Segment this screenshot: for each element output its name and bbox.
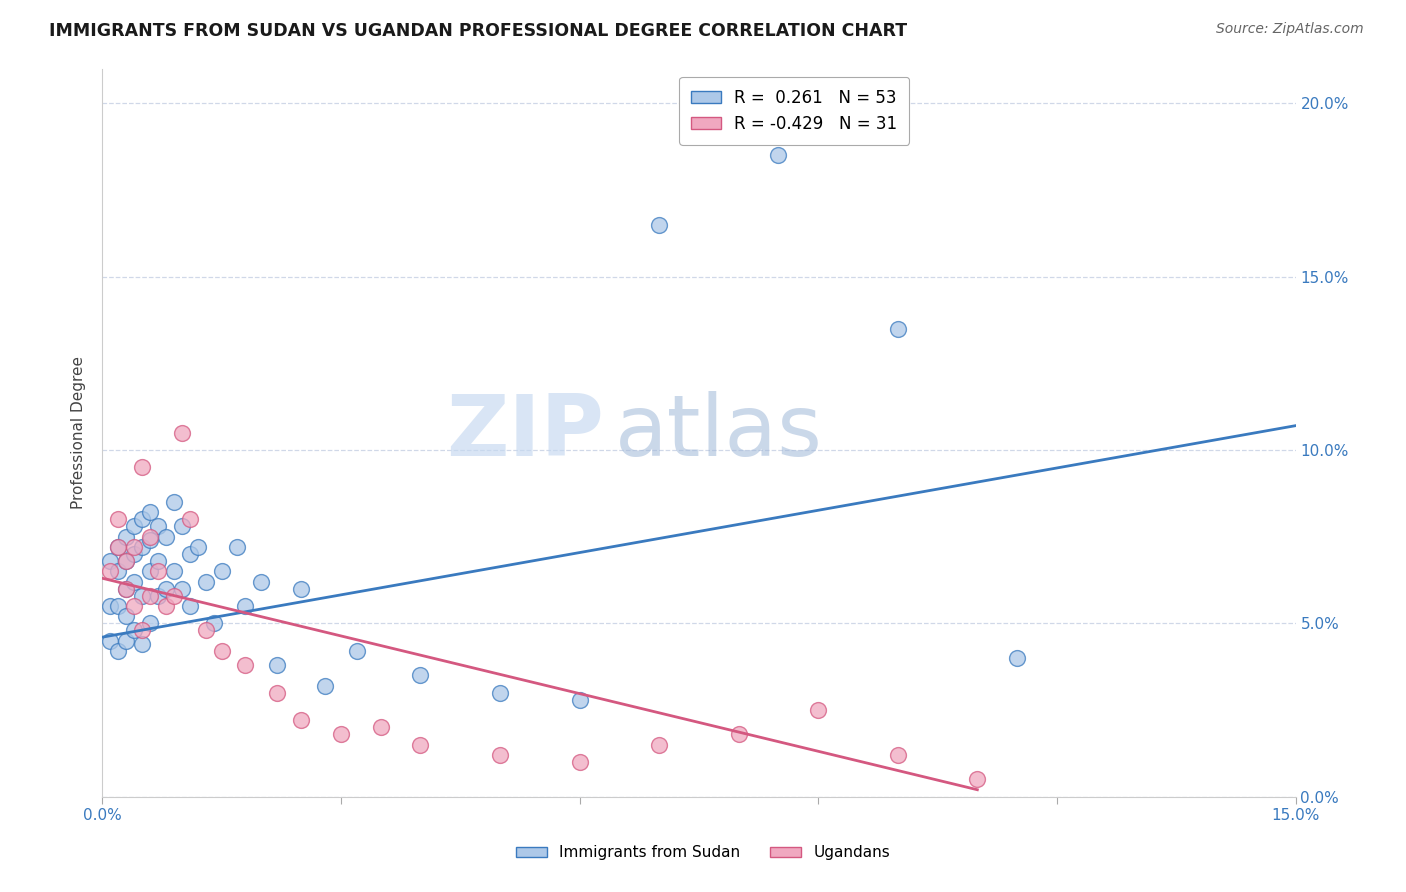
Point <box>107 564 129 578</box>
Point <box>314 679 336 693</box>
Point <box>131 460 153 475</box>
Point <box>122 599 145 613</box>
Text: IMMIGRANTS FROM SUDAN VS UGANDAN PROFESSIONAL DEGREE CORRELATION CHART: IMMIGRANTS FROM SUDAN VS UGANDAN PROFESS… <box>49 22 907 40</box>
Point <box>807 703 830 717</box>
Point <box>202 616 225 631</box>
Point <box>648 738 671 752</box>
Point <box>115 554 138 568</box>
Point <box>139 616 162 631</box>
Point <box>98 554 121 568</box>
Point <box>139 533 162 547</box>
Point <box>170 582 193 596</box>
Point <box>131 540 153 554</box>
Point <box>98 564 121 578</box>
Point <box>107 540 129 554</box>
Point <box>107 599 129 613</box>
Point <box>1005 651 1028 665</box>
Point <box>115 530 138 544</box>
Point <box>887 321 910 335</box>
Point <box>211 644 233 658</box>
Point <box>107 512 129 526</box>
Point <box>727 727 749 741</box>
Point <box>131 512 153 526</box>
Point <box>250 574 273 589</box>
Legend: R =  0.261   N = 53, R = -0.429   N = 31: R = 0.261 N = 53, R = -0.429 N = 31 <box>679 77 910 145</box>
Point <box>235 599 257 613</box>
Point <box>146 554 169 568</box>
Point <box>290 714 312 728</box>
Point <box>115 609 138 624</box>
Y-axis label: Professional Degree: Professional Degree <box>72 356 86 509</box>
Point <box>146 519 169 533</box>
Point <box>122 519 145 533</box>
Point <box>115 554 138 568</box>
Point <box>139 564 162 578</box>
Point <box>163 589 186 603</box>
Point <box>115 582 138 596</box>
Point <box>179 512 201 526</box>
Point <box>489 747 512 762</box>
Point <box>122 547 145 561</box>
Point <box>122 540 145 554</box>
Point <box>409 738 432 752</box>
Point <box>346 644 368 658</box>
Text: Source: ZipAtlas.com: Source: ZipAtlas.com <box>1216 22 1364 37</box>
Point <box>266 686 288 700</box>
Point <box>370 720 392 734</box>
Point <box>122 624 145 638</box>
Point <box>107 644 129 658</box>
Point <box>179 547 201 561</box>
Point <box>115 633 138 648</box>
Point <box>226 540 249 554</box>
Point <box>139 505 162 519</box>
Point <box>409 668 432 682</box>
Point <box>568 755 591 769</box>
Point <box>329 727 352 741</box>
Point <box>139 530 162 544</box>
Point <box>163 564 186 578</box>
Point <box>115 582 138 596</box>
Point <box>768 148 790 162</box>
Point <box>131 637 153 651</box>
Point <box>163 495 186 509</box>
Point <box>107 540 129 554</box>
Point <box>146 564 169 578</box>
Point <box>139 589 162 603</box>
Point <box>122 574 145 589</box>
Point <box>290 582 312 596</box>
Point <box>155 530 177 544</box>
Point <box>131 624 153 638</box>
Point <box>155 599 177 613</box>
Point <box>179 599 201 613</box>
Point <box>266 657 288 672</box>
Point <box>568 692 591 706</box>
Legend: Immigrants from Sudan, Ugandans: Immigrants from Sudan, Ugandans <box>510 839 896 866</box>
Point <box>194 624 217 638</box>
Point <box>98 633 121 648</box>
Point <box>648 218 671 232</box>
Point <box>98 599 121 613</box>
Text: atlas: atlas <box>616 391 824 474</box>
Point <box>146 589 169 603</box>
Point <box>235 657 257 672</box>
Point <box>489 686 512 700</box>
Point <box>131 589 153 603</box>
Point <box>170 425 193 440</box>
Point <box>155 582 177 596</box>
Point <box>211 564 233 578</box>
Point <box>194 574 217 589</box>
Point <box>170 519 193 533</box>
Text: ZIP: ZIP <box>446 391 603 474</box>
Point <box>187 540 209 554</box>
Point <box>887 747 910 762</box>
Point <box>966 772 988 787</box>
